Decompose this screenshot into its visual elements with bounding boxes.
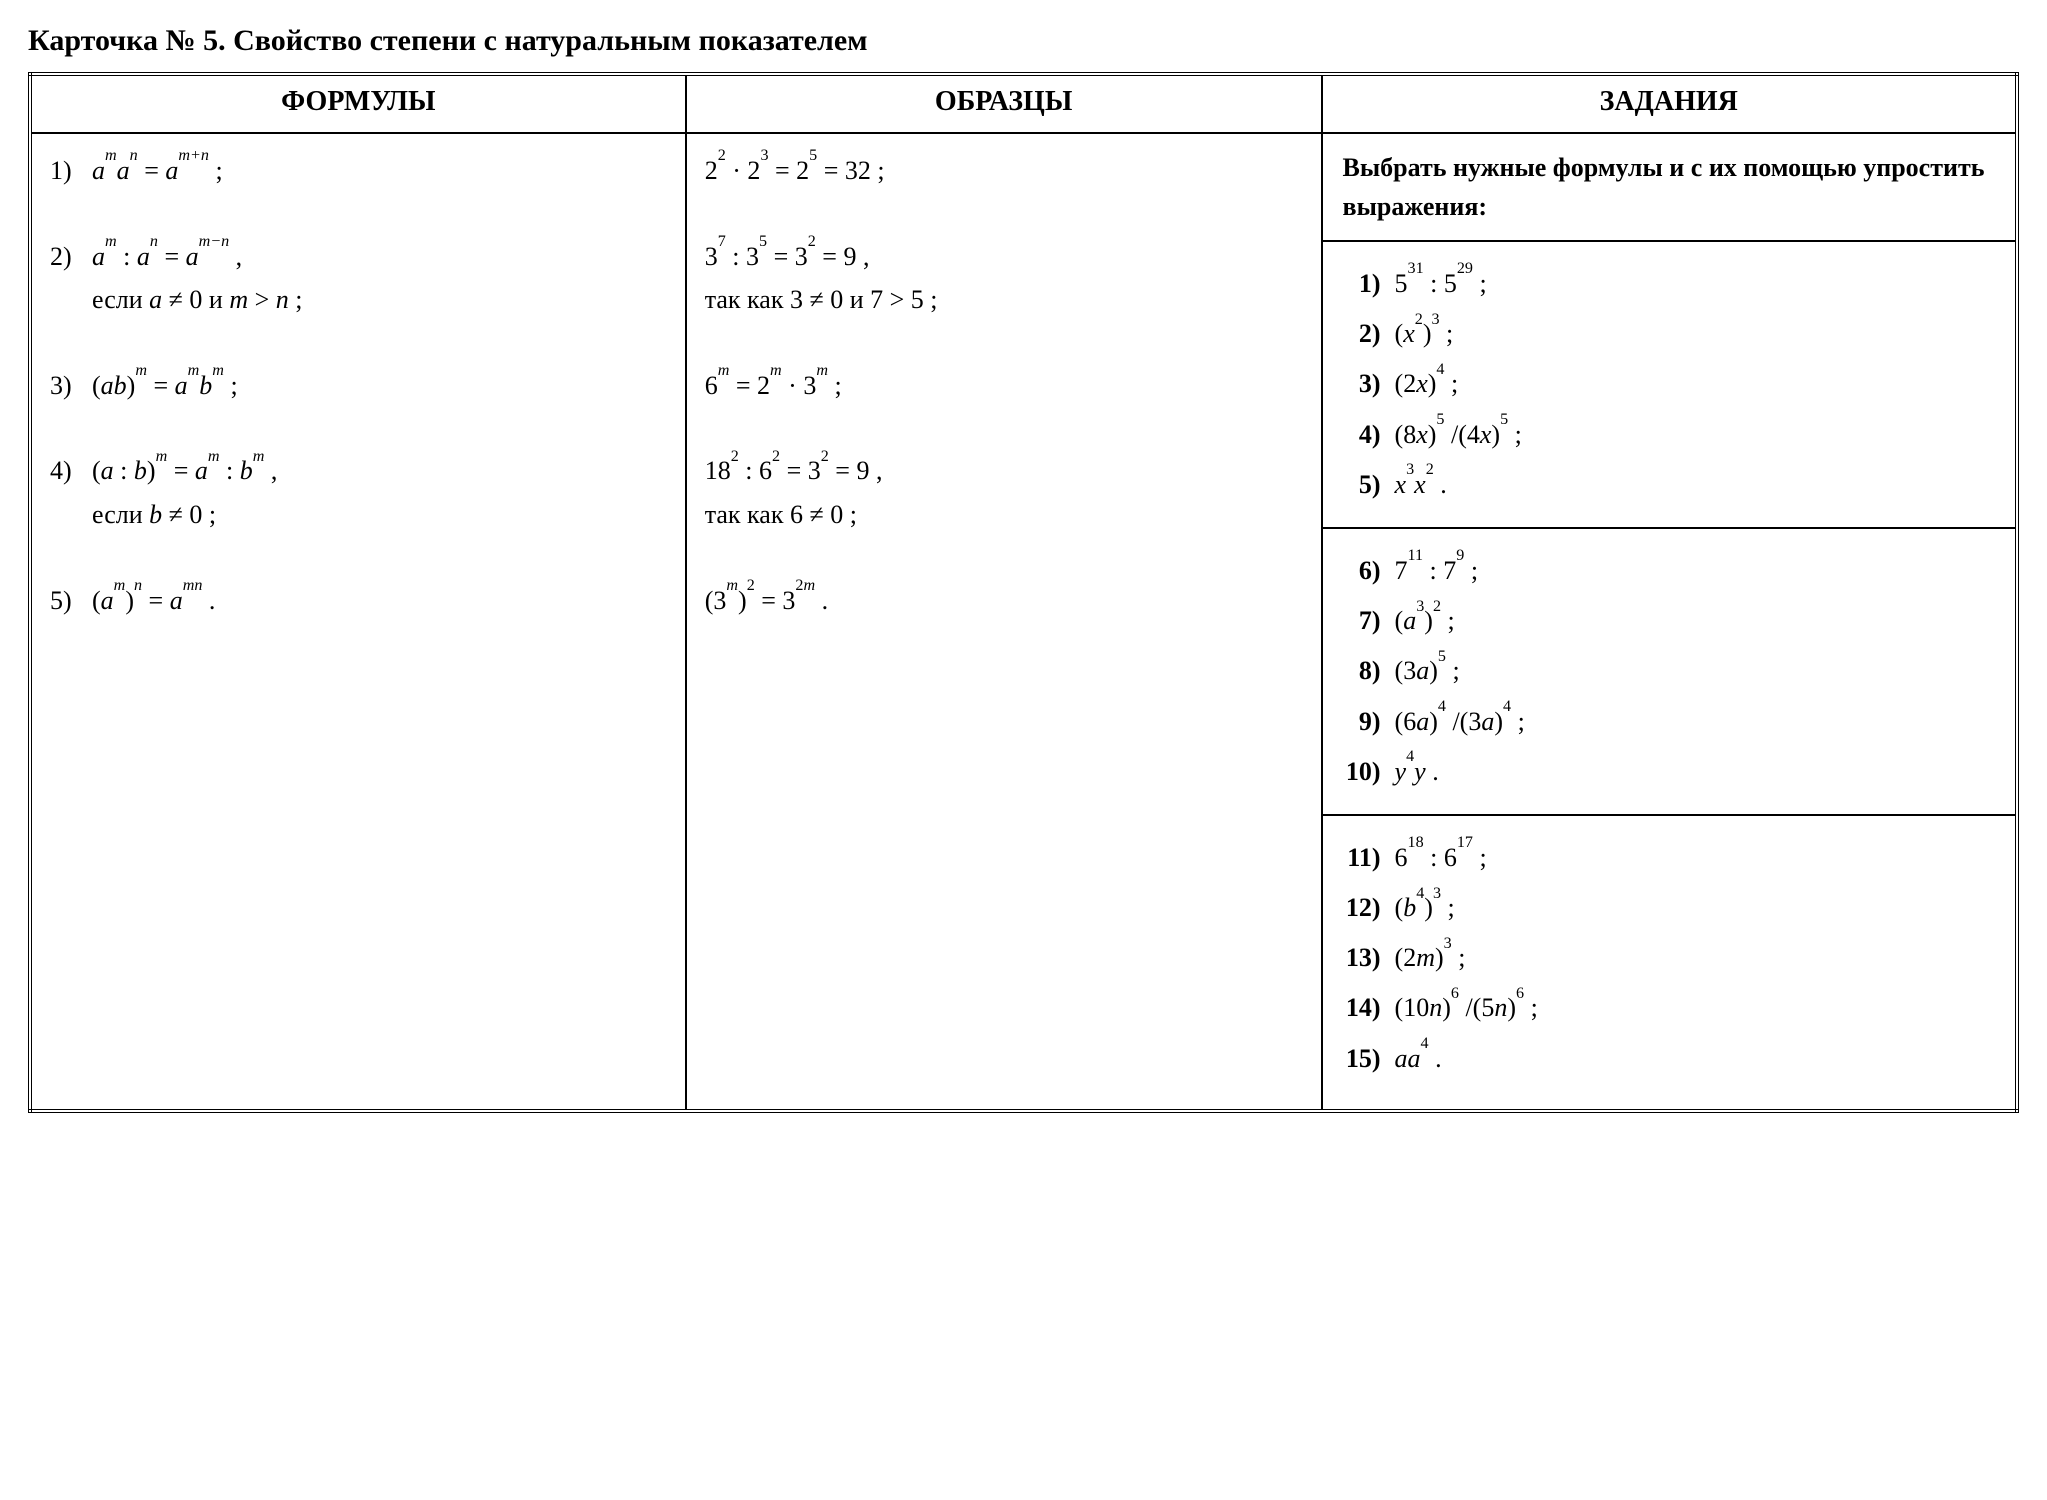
card-title: Карточка № 5. Свойство степени с натурал…	[28, 24, 2019, 58]
task-expr: (6a)4 /(3a)4 ;	[1395, 700, 1997, 744]
task-number: 4)	[1341, 413, 1395, 457]
example-expr: 182 : 62 = 32 = 9 , так как 6 ≠ 0 ;	[705, 450, 1303, 535]
task-number: 6)	[1341, 549, 1395, 593]
task-item: 11)618 : 617 ;	[1341, 836, 1997, 880]
task-expr: (b4)3 ;	[1395, 886, 1997, 930]
task-expr: (10n)6 /(5n)6 ;	[1395, 986, 1997, 1030]
worksheet-table: ФОРМУЛЫ ОБРАЗЦЫ ЗАДАНИЯ 1) aman = am+n ;…	[28, 72, 2019, 1113]
formula-expr: (am)n = amn .	[92, 580, 667, 622]
task-group: 1)531 : 529 ; 2)(x2)3 ; 3)(2x)4 ; 4)(8x)…	[1323, 240, 2015, 527]
task-item: 12)(b4)3 ;	[1341, 886, 1997, 930]
formula-expr: aman = am+n ;	[92, 150, 667, 192]
formula-item: 5) (am)n = amn .	[50, 580, 667, 622]
task-group: 11)618 : 617 ; 12)(b4)3 ; 13)(2m)3 ; 14)…	[1323, 814, 2015, 1101]
task-instruction: Выбрать нужные формулы и с их помощью уп…	[1341, 142, 1997, 240]
example-expr: 37 : 35 = 32 = 9 , так как 3 ≠ 0 и 7 > 5…	[705, 236, 1303, 321]
formula-number: 4)	[50, 450, 92, 492]
formula-expr: (a : b)m = am : bm , если b ≠ 0 ;	[92, 450, 667, 535]
task-expr: 618 : 617 ;	[1395, 836, 1997, 880]
header-tasks: ЗАДАНИЯ	[1322, 74, 2017, 133]
example-condition: так как 6 ≠ 0 ;	[705, 494, 1303, 536]
task-expr: 531 : 529 ;	[1395, 262, 1997, 306]
task-expr: (3a)5 ;	[1395, 649, 1997, 693]
task-expr: y4y .	[1395, 750, 1997, 794]
task-expr: x3x2 .	[1395, 463, 1997, 507]
task-number: 5)	[1341, 463, 1395, 507]
task-expr: (2m)3 ;	[1395, 936, 1997, 980]
formula-expr: am : an = am−n , если a ≠ 0 и m > n ;	[92, 236, 667, 321]
formula-number: 5)	[50, 580, 92, 622]
example-item: (3m)2 = 32m .	[705, 580, 1303, 622]
task-number: 13)	[1341, 936, 1395, 980]
header-examples: ОБРАЗЦЫ	[686, 74, 1322, 133]
task-expr: aa4 .	[1395, 1037, 1997, 1081]
header-row: ФОРМУЛЫ ОБРАЗЦЫ ЗАДАНИЯ	[30, 74, 2017, 133]
task-number: 9)	[1341, 700, 1395, 744]
task-item: 4)(8x)5 /(4x)5 ;	[1341, 413, 1997, 457]
task-expr: (a3)2 ;	[1395, 599, 1997, 643]
task-number: 3)	[1341, 362, 1395, 406]
example-item: 37 : 35 = 32 = 9 , так как 3 ≠ 0 и 7 > 5…	[705, 236, 1303, 321]
task-number: 8)	[1341, 649, 1395, 693]
task-item: 14)(10n)6 /(5n)6 ;	[1341, 986, 1997, 1030]
formula-number: 2)	[50, 236, 92, 278]
task-item: 3)(2x)4 ;	[1341, 362, 1997, 406]
task-expr: 711 : 79 ;	[1395, 549, 1997, 593]
task-item: 10)y4y .	[1341, 750, 1997, 794]
example-item: 22 · 23 = 25 = 32 ;	[705, 150, 1303, 192]
tasks-cell: Выбрать нужные формулы и с их помощью уп…	[1322, 133, 2017, 1111]
task-item: 5)x3x2 .	[1341, 463, 1997, 507]
task-item: 9)(6a)4 /(3a)4 ;	[1341, 700, 1997, 744]
formulas-cell: 1) aman = am+n ; 2) am : an = am−n , есл…	[30, 133, 686, 1111]
task-item: 7)(a3)2 ;	[1341, 599, 1997, 643]
task-group: 6)711 : 79 ; 7)(a3)2 ; 8)(3a)5 ; 9)(6a)4…	[1323, 527, 2015, 814]
formula-condition: если a ≠ 0 и m > n ;	[92, 279, 667, 321]
formula-item: 1) aman = am+n ;	[50, 150, 667, 192]
task-number: 15)	[1341, 1037, 1395, 1081]
examples-cell: 22 · 23 = 25 = 32 ; 37 : 35 = 32 = 9 , т…	[686, 133, 1322, 1111]
example-condition: так как 3 ≠ 0 и 7 > 5 ;	[705, 279, 1303, 321]
task-item: 6)711 : 79 ;	[1341, 549, 1997, 593]
task-number: 1)	[1341, 262, 1395, 306]
formula-item: 3) (ab)m = ambm ;	[50, 365, 667, 407]
task-item: 2)(x2)3 ;	[1341, 312, 1997, 356]
example-expr: (3m)2 = 32m .	[705, 580, 1303, 622]
example-expr: 22 · 23 = 25 = 32 ;	[705, 150, 1303, 192]
task-item: 13)(2m)3 ;	[1341, 936, 1997, 980]
formula-condition: если b ≠ 0 ;	[92, 494, 667, 536]
example-expr: 6m = 2m · 3m ;	[705, 365, 1303, 407]
example-item: 182 : 62 = 32 = 9 , так как 6 ≠ 0 ;	[705, 450, 1303, 535]
body-row: 1) aman = am+n ; 2) am : an = am−n , есл…	[30, 133, 2017, 1111]
task-expr: (8x)5 /(4x)5 ;	[1395, 413, 1997, 457]
formula-number: 1)	[50, 150, 92, 192]
task-expr: (2x)4 ;	[1395, 362, 1997, 406]
formula-number: 3)	[50, 365, 92, 407]
task-expr: (x2)3 ;	[1395, 312, 1997, 356]
task-item: 8)(3a)5 ;	[1341, 649, 1997, 693]
formula-item: 2) am : an = am−n , если a ≠ 0 и m > n ;	[50, 236, 667, 321]
task-number: 7)	[1341, 599, 1395, 643]
formula-expr: (ab)m = ambm ;	[92, 365, 667, 407]
task-number: 12)	[1341, 886, 1395, 930]
formula-item: 4) (a : b)m = am : bm , если b ≠ 0 ;	[50, 450, 667, 535]
example-item: 6m = 2m · 3m ;	[705, 365, 1303, 407]
task-number: 14)	[1341, 986, 1395, 1030]
task-number: 10)	[1341, 750, 1395, 794]
header-formulas: ФОРМУЛЫ	[30, 74, 686, 133]
task-item: 15)aa4 .	[1341, 1037, 1997, 1081]
task-item: 1)531 : 529 ;	[1341, 262, 1997, 306]
task-number: 2)	[1341, 312, 1395, 356]
task-number: 11)	[1341, 836, 1395, 880]
